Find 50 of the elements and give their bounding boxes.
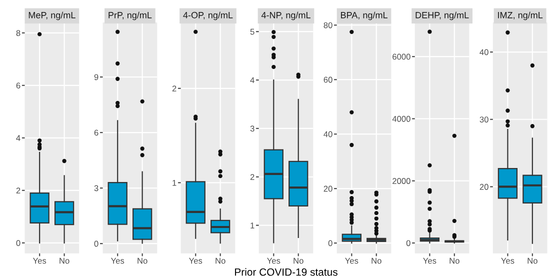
x-axis-title: Prior COVID-19 status	[235, 268, 338, 276]
y-tick-label: 20	[480, 184, 488, 190]
y-tick-label: 2	[16, 188, 20, 194]
y-tick-label: 0	[406, 240, 410, 246]
x-tick-label: No	[294, 258, 304, 264]
y-tick-label: 5	[250, 28, 254, 35]
y-tick-label: 6	[16, 82, 20, 88]
y-tick-label: 0	[328, 240, 332, 246]
y-tick-label: 6	[94, 130, 98, 136]
y-tick-label: 80	[324, 22, 332, 28]
y-tick-label: 3	[94, 185, 98, 192]
y-tick-label: 30	[480, 116, 488, 122]
chart-title: IMZ, ng/mL	[498, 12, 543, 20]
y-tick-label: 3	[250, 126, 254, 132]
y-tick-label: 4000	[392, 116, 410, 122]
x-tick-label: No	[528, 258, 538, 264]
x-tick-label: Yes	[110, 258, 124, 264]
x-tick-label: Yes	[423, 258, 436, 264]
y-tick-label: 40	[480, 49, 488, 56]
x-tick-label: No	[216, 258, 226, 264]
y-tick-label: 8	[16, 30, 20, 36]
y-tick-label: 6000	[392, 54, 410, 60]
y-tick-label: 9	[94, 74, 98, 80]
chart-title: BPA, ng/mL	[341, 12, 388, 20]
chart-title: PrP, ng/mL	[108, 12, 152, 20]
y-tick-label: 20	[324, 186, 332, 192]
y-tick-label: 2	[172, 86, 176, 92]
y-tick-label: 2000	[392, 178, 410, 184]
chart-title: 4-NP, ng/mL	[261, 12, 310, 20]
x-tick-label: Yes	[267, 258, 280, 264]
x-tick-label: No	[138, 258, 148, 264]
x-tick-label: No	[450, 258, 460, 264]
y-tick-label: 2	[250, 174, 254, 180]
y-tick-label: 4	[16, 135, 20, 141]
x-tick-label: Yes	[501, 258, 514, 264]
chart-title: DEHP, ng/mL	[416, 12, 469, 20]
y-tick-label: 1	[172, 180, 176, 186]
y-tick-label: 0	[94, 240, 98, 247]
y-tick-label: 1	[250, 222, 254, 228]
chart-title: 4-OP, ng/mL	[183, 12, 233, 20]
y-tick-label: 0	[16, 240, 20, 246]
x-tick-label: Yes	[345, 258, 358, 264]
chart-title: MeP, ng/mL	[28, 12, 76, 20]
x-tick-label: No	[372, 258, 382, 264]
y-tick-label: 40	[324, 131, 332, 138]
x-tick-label: No	[60, 258, 70, 264]
y-tick-label: 4	[250, 77, 254, 84]
x-tick-label: Yes	[32, 258, 46, 264]
y-tick-label: 60	[324, 76, 332, 83]
x-tick-label: Yes	[189, 258, 202, 264]
